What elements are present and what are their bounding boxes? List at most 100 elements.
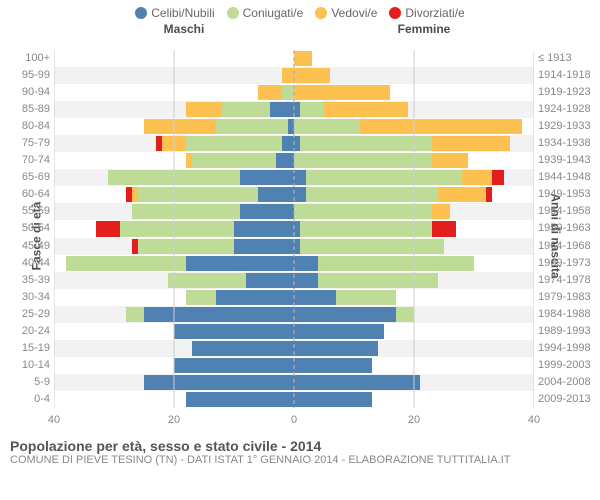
male-bar — [126, 187, 294, 202]
bar-seg — [216, 119, 288, 134]
legend-label: Vedovi/e — [331, 6, 377, 20]
age-label: 5-9 — [0, 374, 50, 391]
female-bar — [294, 187, 492, 202]
age-label: 80-84 — [0, 118, 50, 135]
bar-seg — [492, 170, 504, 185]
female-bar — [294, 324, 384, 339]
pyramid-row — [54, 323, 534, 340]
male-bar — [132, 239, 294, 254]
bar-seg — [438, 187, 486, 202]
birth-label: 1964-1968 — [538, 238, 600, 255]
bar-seg — [168, 273, 246, 288]
birth-label: 1929-1933 — [538, 118, 600, 135]
age-label: 15-19 — [0, 340, 50, 357]
bar-seg — [294, 119, 360, 134]
pyramid-row — [54, 50, 534, 67]
x-axis-labels: 402002040 — [54, 414, 534, 428]
bar-seg — [294, 68, 330, 83]
bar-seg — [306, 187, 438, 202]
female-bar — [294, 341, 378, 356]
x-tick-label: 20 — [408, 414, 420, 426]
female-bar — [294, 102, 408, 117]
bar-seg — [246, 273, 294, 288]
pyramid-row — [54, 169, 534, 186]
male-bar — [168, 273, 294, 288]
female-bar — [294, 256, 474, 271]
bar-seg — [294, 51, 312, 66]
pyramid-row — [54, 391, 534, 408]
pyramid-rows — [54, 50, 534, 408]
bar-seg — [174, 358, 294, 373]
bar-seg — [120, 221, 234, 236]
age-label: 50-54 — [0, 220, 50, 237]
birth-label: 1969-1973 — [538, 255, 600, 272]
bar-seg — [174, 324, 294, 339]
col-title-female: Femmine — [314, 22, 534, 36]
male-bar — [132, 204, 294, 219]
bar-seg — [282, 85, 294, 100]
male-bar — [108, 170, 294, 185]
bar-seg — [294, 187, 306, 202]
legend-dot — [227, 7, 239, 19]
bar-seg — [270, 102, 294, 117]
pyramid-row — [54, 118, 534, 135]
legend-dot — [315, 7, 327, 19]
bar-seg — [186, 102, 222, 117]
bar-seg — [144, 119, 216, 134]
female-bar — [294, 392, 372, 407]
bar-seg — [186, 136, 282, 151]
bar-seg — [432, 153, 468, 168]
bar-seg — [240, 204, 294, 219]
pyramid-row — [54, 255, 534, 272]
female-bar — [294, 307, 414, 322]
male-bar — [66, 256, 294, 271]
legend-dot — [135, 7, 147, 19]
legend-item: Coniugati/e — [227, 6, 304, 20]
birth-label: 1939-1943 — [538, 152, 600, 169]
age-label: 85-89 — [0, 101, 50, 118]
birth-label: 1984-1988 — [538, 306, 600, 323]
birth-label: ≤ 1913 — [538, 50, 600, 67]
bar-seg — [318, 273, 438, 288]
age-label: 100+ — [0, 50, 50, 67]
bar-seg — [396, 307, 414, 322]
legend-label: Celibi/Nubili — [151, 6, 214, 20]
chart-area: Fasce di età Anni di nascita 100+95-9990… — [0, 36, 600, 436]
pyramid-row — [54, 186, 534, 203]
pyramid-row — [54, 220, 534, 237]
female-bar — [294, 290, 396, 305]
bar-seg — [294, 170, 306, 185]
bar-seg — [186, 290, 216, 305]
pyramid-row — [54, 84, 534, 101]
female-bar — [294, 204, 450, 219]
legend-item: Vedovi/e — [315, 6, 377, 20]
legend-dot — [389, 7, 401, 19]
x-tick-label: 20 — [168, 414, 180, 426]
male-bar — [186, 153, 294, 168]
male-bar — [126, 307, 294, 322]
column-titles: Maschi Femmine — [0, 22, 600, 36]
bar-seg — [258, 187, 294, 202]
bar-seg — [432, 221, 456, 236]
bar-seg — [186, 256, 294, 271]
age-label: 70-74 — [0, 152, 50, 169]
bar-seg — [240, 170, 294, 185]
legend-item: Divorziati/e — [389, 6, 464, 20]
male-bar — [174, 358, 294, 373]
bar-seg — [234, 221, 294, 236]
age-label: 10-14 — [0, 357, 50, 374]
age-label: 40-44 — [0, 255, 50, 272]
birth-label: 1959-1963 — [538, 220, 600, 237]
male-bar — [144, 119, 294, 134]
bar-seg — [432, 136, 510, 151]
bar-seg — [276, 153, 294, 168]
female-bar — [294, 85, 390, 100]
legend-item: Celibi/Nubili — [135, 6, 214, 20]
age-label: 45-49 — [0, 238, 50, 255]
x-tick-label: 40 — [528, 414, 540, 426]
birth-label: 1994-1998 — [538, 340, 600, 357]
bar-seg — [192, 341, 294, 356]
bar-seg — [294, 341, 378, 356]
bar-seg — [336, 290, 396, 305]
age-label: 65-69 — [0, 169, 50, 186]
